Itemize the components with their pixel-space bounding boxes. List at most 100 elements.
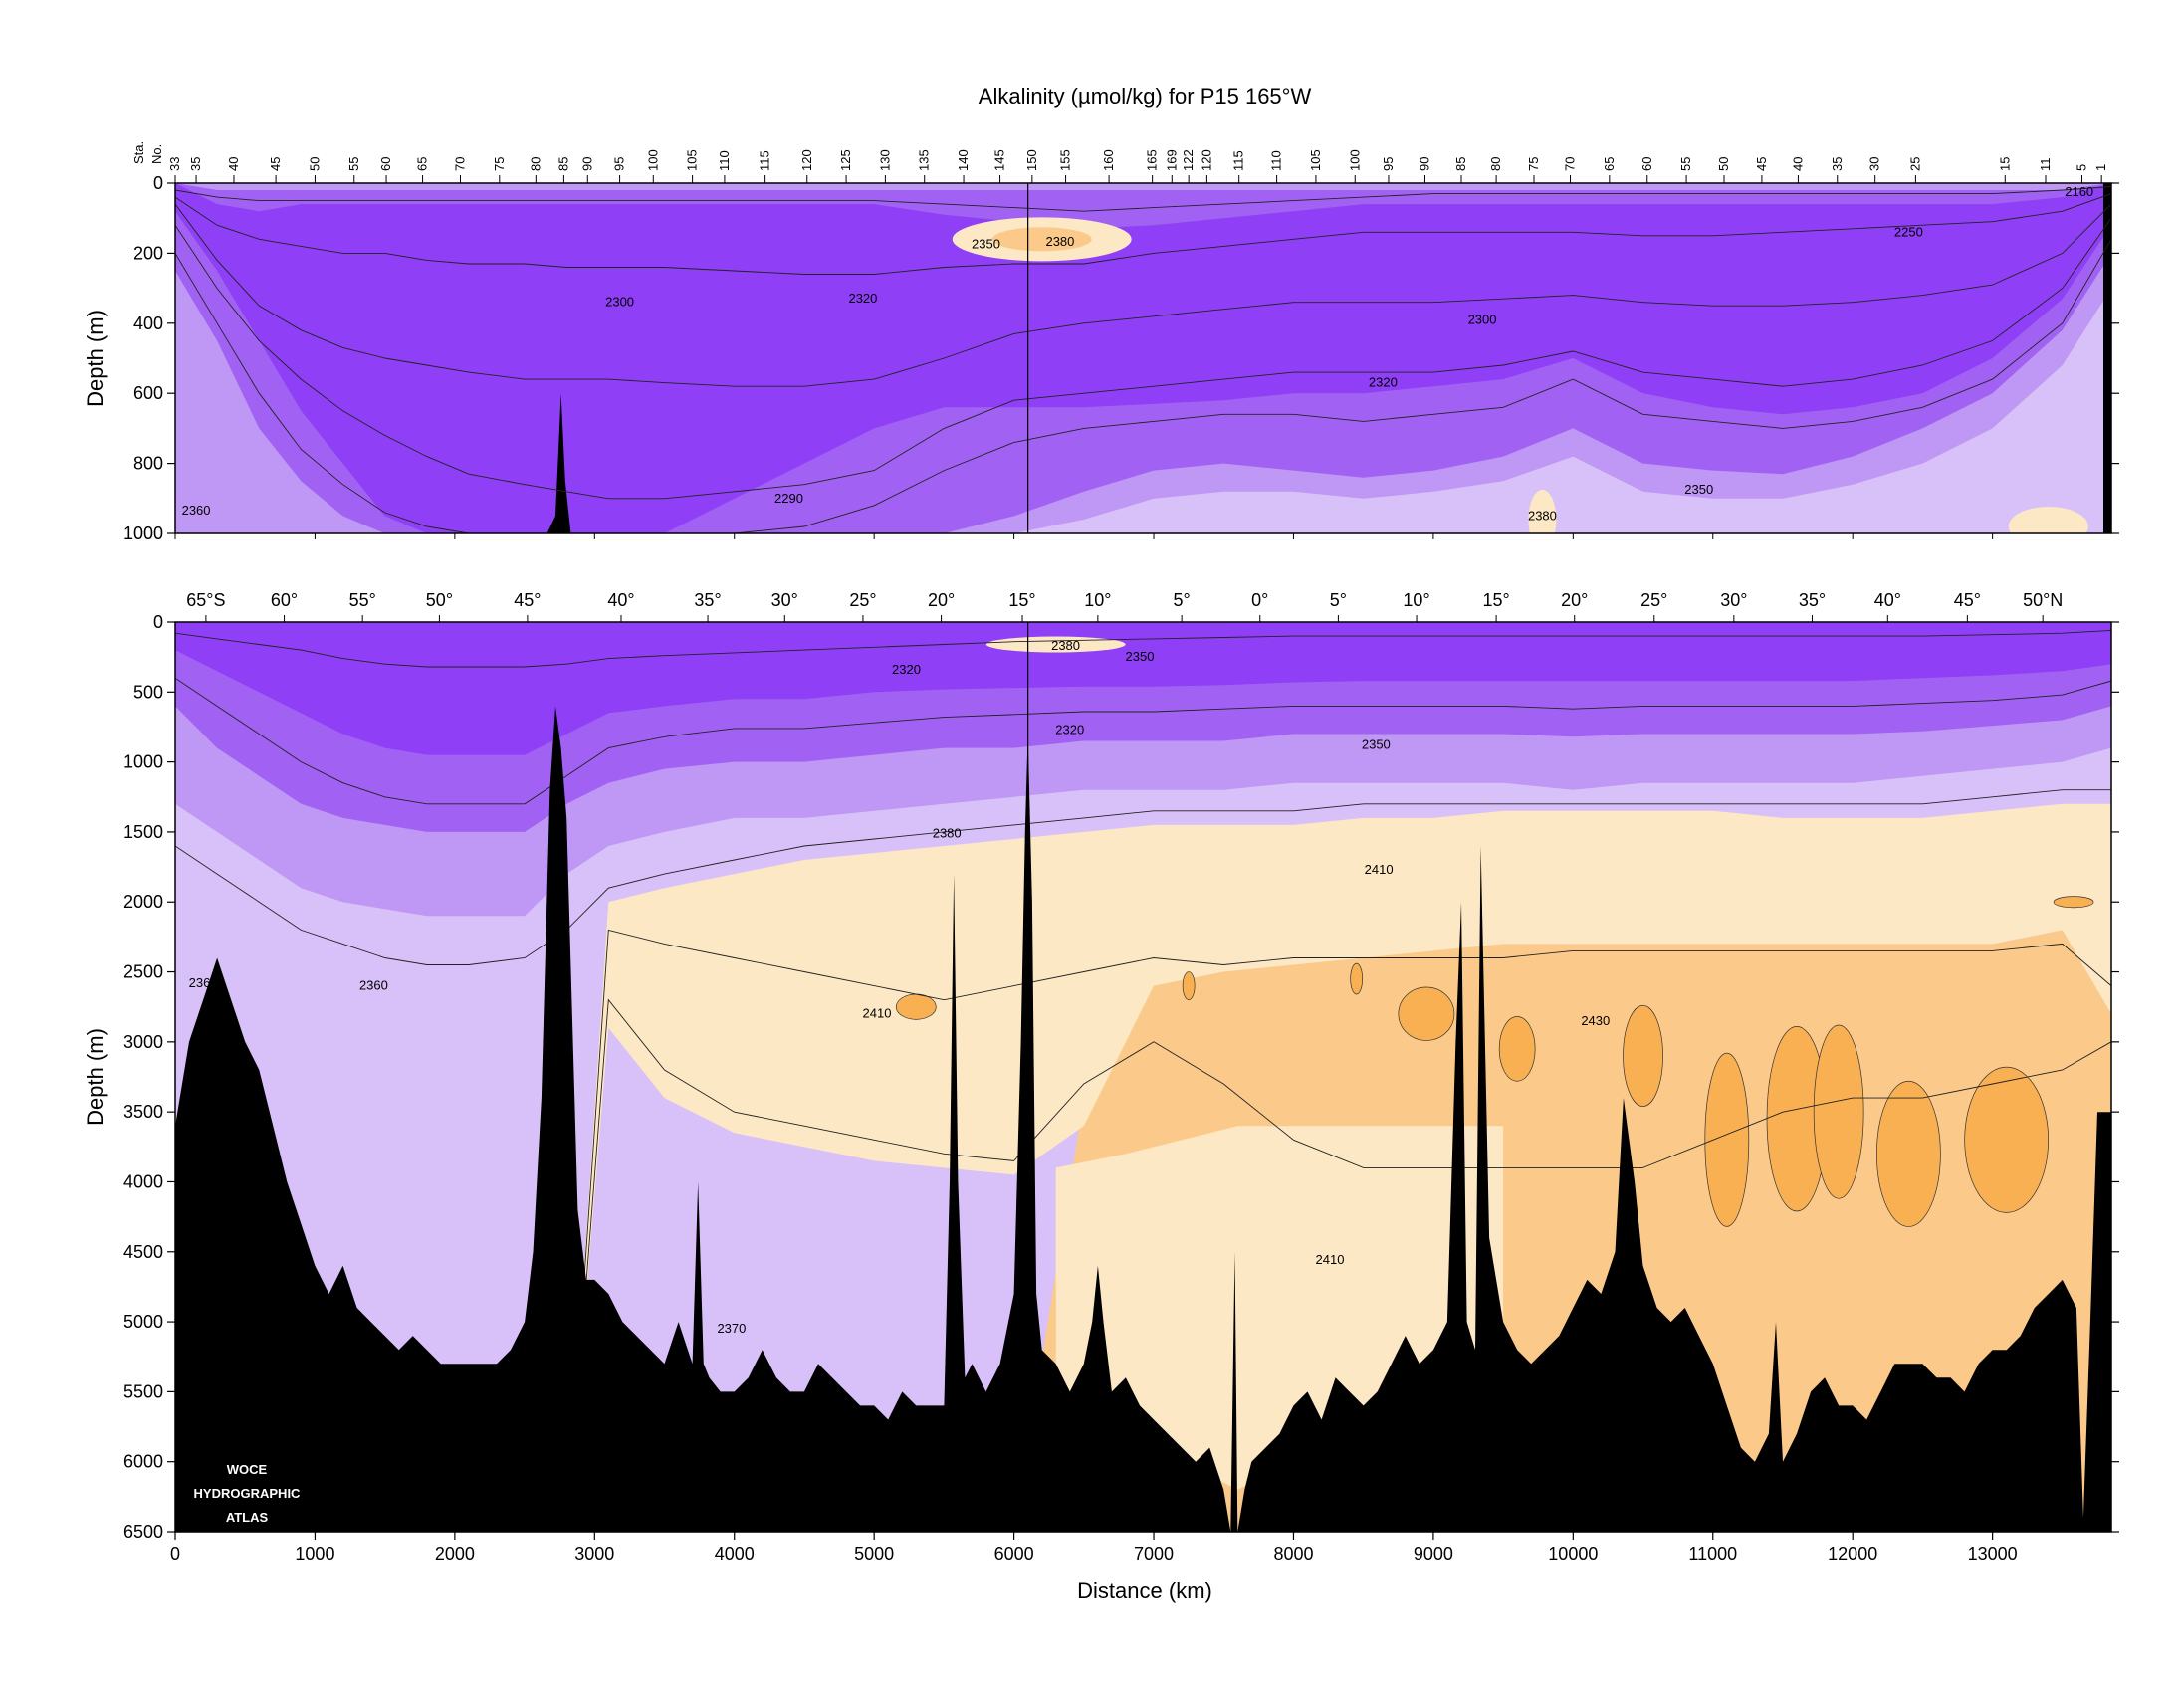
upper-contour-label: 2290 (774, 491, 803, 506)
upper-contour-label: 2320 (848, 291, 877, 306)
station-number-label: 169 (1164, 149, 1179, 171)
upper-panel-frame (174, 182, 2112, 534)
x-tick-label: 8000 (1273, 1544, 1313, 1564)
upper-contour-label: 2380 (1528, 508, 1557, 523)
upper-y-tick-label: 800 (133, 454, 163, 474)
station-number-label: 45 (1754, 157, 1769, 171)
lower-orange-core (895, 993, 937, 1020)
upper-panel: 33 35 40 45 50 55 60 65 70 75 80 85 90 95 100 105 110 115… (83, 149, 2119, 543)
latitude-label: 45° (1954, 590, 1981, 610)
latitude-label: 35° (694, 590, 721, 610)
lower-panel-frame (174, 621, 2112, 1533)
woce-atlas-watermark: WOCE HYDROGRAPHIC ATLAS (194, 1462, 302, 1525)
station-number-label: 33 (167, 157, 182, 171)
latitude-label: 65°S (186, 590, 225, 610)
station-number-label: 40 (226, 157, 241, 171)
upper-contour-label: 2360 (182, 503, 211, 518)
lower-contour-label: 2360 (359, 978, 388, 993)
watermark-line-2: HYDROGRAPHIC (194, 1486, 302, 1501)
station-number-label: 95 (1381, 157, 1396, 171)
lower-orange-core (1704, 1052, 1750, 1227)
upper-right-edge-fill (2103, 183, 2111, 533)
latitude-label: 25° (849, 590, 876, 610)
station-number-label: 1 (2093, 164, 2108, 171)
lower-y-tick-label: 3000 (123, 1032, 163, 1052)
lower-y-tick-label: 0 (153, 612, 163, 632)
upper-contour-label: 2320 (1369, 375, 1398, 390)
station-number-label: 85 (1453, 157, 1468, 171)
lower-contour-label: 2320 (892, 662, 921, 677)
station-number-label: 55 (1678, 157, 1693, 171)
latitude-label: 10° (1084, 590, 1111, 610)
station-number-label: 75 (1526, 157, 1541, 171)
upper-contour-line-1 (175, 186, 2111, 212)
station-number-label: 25 (1907, 157, 1922, 171)
station-number-label: 70 (452, 157, 467, 171)
station-number-label: 50 (1716, 157, 1731, 171)
latitude-label: 5° (1330, 590, 1347, 610)
latitude-label: 35° (1799, 590, 1826, 610)
station-number-label: 90 (579, 157, 594, 171)
lower-deep-purple-band (175, 622, 2111, 755)
station-number-label: 130 (877, 149, 892, 171)
upper-y-tick-label: 0 (153, 173, 163, 193)
station-number-label: 80 (528, 157, 543, 171)
station-number-label: 11 (2038, 158, 2053, 172)
upper-high-alkalinity-core (991, 227, 1092, 252)
lower-y-tick-label: 500 (133, 682, 163, 702)
station-number-label: 60 (1639, 157, 1654, 171)
lower-y-tick-label: 6500 (123, 1522, 163, 1542)
lower-orange-core (1876, 1080, 1941, 1227)
station-number-label: 5 (2075, 164, 2089, 171)
lower-panel-y-axis: 0 500 1000 1500 2000 2500 3000 3500 4000 4500 5000… (123, 612, 2119, 1542)
upper-y-tick-label: 400 (133, 314, 163, 333)
latitude-label: 50°N (2023, 590, 2063, 610)
station-number-label: 35 (1830, 157, 1845, 171)
lower-y-tick-label: 1000 (123, 752, 163, 772)
station-number-label: 155 (1058, 149, 1073, 171)
upper-y-tick-label: 1000 (123, 524, 163, 543)
upper-deep-purple-region (175, 183, 2111, 533)
latitude-label: 40° (607, 590, 634, 610)
distance-axis: 0 1000 2000 3000 4000 5000 6000 7000 8000 9000 100… (170, 1532, 2018, 1564)
lower-contour-label: 2320 (1055, 722, 1084, 736)
lower-y-tick-label: 5000 (123, 1312, 163, 1332)
upper-contour-label: 2250 (1894, 224, 1923, 239)
station-number-label: 65 (415, 157, 430, 171)
lower-contour-label: 2350 (1126, 649, 1155, 664)
x-tick-label: 13000 (1968, 1544, 2018, 1564)
latitude-axis: 65°S 60° 55° 50° 45° 40° 35° 30° 25° 20° 15° 10° 5° 0… (186, 590, 2063, 622)
lower-contour-label: 2350 (1362, 737, 1391, 752)
upper-panel-y-axis: 0 200 400 600 800 1000 (123, 173, 2119, 543)
lower-y-tick-label: 6000 (123, 1452, 163, 1472)
lower-contour-label: 2410 (1316, 1252, 1345, 1267)
station-number-label: 85 (555, 157, 570, 171)
station-number-label: 110 (1269, 150, 1284, 171)
station-number-label: 115 (758, 150, 772, 171)
latitude-label: 5° (1174, 590, 1191, 610)
upper-contour-label: 2300 (1468, 312, 1497, 326)
lower-orange-core (1398, 986, 1455, 1041)
x-tick-label: 5000 (854, 1544, 894, 1564)
watermark-line-3: ATLAS (226, 1510, 269, 1525)
upper-deep-cream-patch-right (2008, 506, 2088, 533)
x-tick-label: 10000 (1548, 1544, 1598, 1564)
latitude-label: 20° (1561, 590, 1588, 610)
lower-contour-label: 2380 (1051, 638, 1080, 653)
station-number-label: 150 (1024, 149, 1039, 171)
station-axis-label-top: Sta. (131, 141, 146, 164)
latitude-label: 50° (426, 590, 453, 610)
lower-y-tick-label: 2000 (123, 892, 163, 912)
lower-orange-core (1498, 1016, 1536, 1082)
lower-y-tick-label: 2500 (123, 962, 163, 982)
upper-panel-contour-labels: 2160 2250 2350 2380 2320 2300 2300 2320 2290 2350… (182, 184, 2094, 524)
lower-contour-label: 2430 (1581, 1013, 1610, 1028)
lower-orange-core (1964, 1066, 2050, 1213)
station-number-label: 55 (346, 157, 361, 171)
station-number-label: 15 (1997, 157, 2012, 171)
latitude-label: 15° (1008, 590, 1035, 610)
lower-y-tick-label: 5500 (123, 1381, 163, 1401)
latitude-label: 30° (771, 590, 798, 610)
x-axis-label: Distance (km) (1077, 1578, 1212, 1603)
